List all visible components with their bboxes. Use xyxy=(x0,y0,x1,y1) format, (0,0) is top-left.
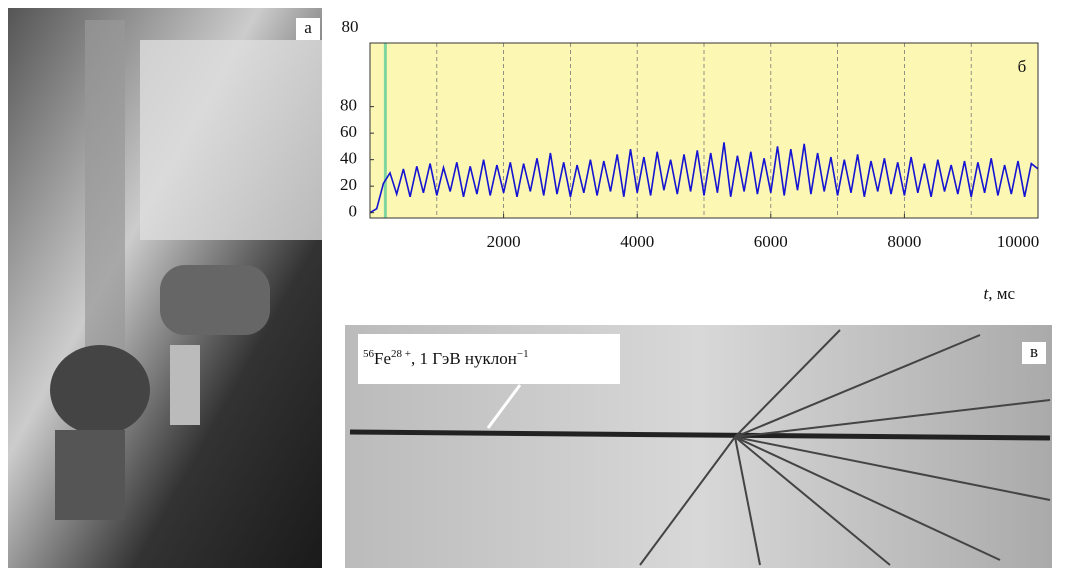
annotation-power: −1 xyxy=(517,348,529,360)
panel-label: б xyxy=(1018,57,1027,76)
panel-label: в xyxy=(1030,342,1038,361)
y-axis-label: 80 xyxy=(342,17,359,36)
y-tick-label: 0 xyxy=(349,202,358,221)
y-tick-label: 20 xyxy=(340,175,357,194)
x-tick-label: 4000 xyxy=(620,232,654,251)
panel-label-box xyxy=(296,18,320,40)
photo-track xyxy=(345,325,1052,568)
plot-frame xyxy=(369,42,1039,219)
annotation-element: Fe xyxy=(374,349,391,368)
annotation-charge: 28 + xyxy=(391,348,411,360)
photo-accelerator xyxy=(8,8,322,568)
x-tick-label: 10000 xyxy=(997,232,1040,251)
x-tick-label: 2000 xyxy=(487,232,521,251)
panel-label-box xyxy=(1022,342,1046,364)
y-tick-label: 40 xyxy=(340,149,357,168)
x-tick-label: 8000 xyxy=(887,232,921,251)
x-axis-var: t xyxy=(983,284,989,303)
signal-line xyxy=(369,142,1039,214)
y-tick-label: 80 xyxy=(340,96,357,115)
annotation-mass: 56 xyxy=(363,348,375,360)
y-tick-label: 60 xyxy=(340,122,357,141)
annotation: 56Fe28 +, 1 ГэВ нуклон−1 xyxy=(363,348,529,368)
x-axis-label: t, мс xyxy=(983,284,1015,303)
x-axis-unit: , мс xyxy=(988,284,1015,303)
panel-label: а xyxy=(304,18,312,37)
annotation-text: , 1 ГэВ нуклон xyxy=(411,349,517,368)
x-tick-label: 6000 xyxy=(754,232,788,251)
